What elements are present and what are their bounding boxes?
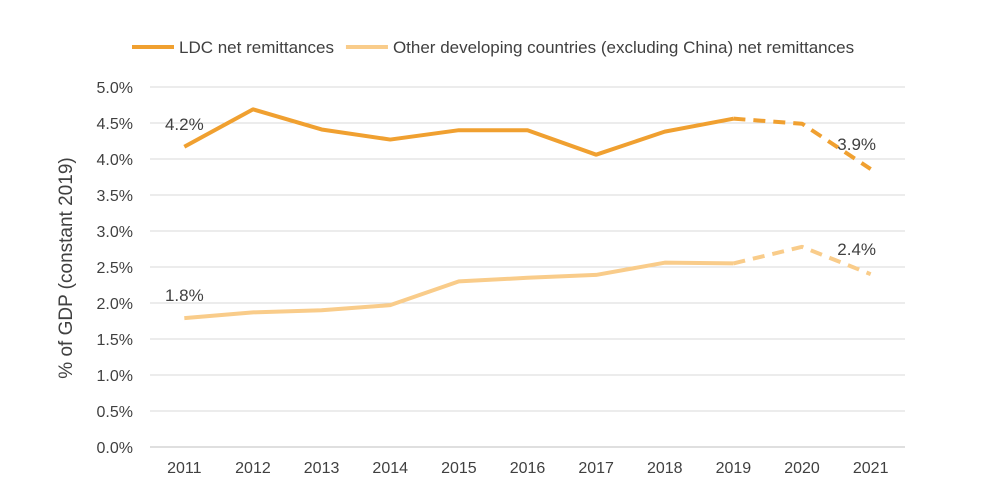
y-tick-label: 0.0% bbox=[97, 440, 133, 457]
series-line-projected-1 bbox=[732, 244, 872, 277]
legend-label: LDC net remittances bbox=[179, 38, 334, 57]
y-axis-label: % of GDP (constant 2019) bbox=[56, 157, 77, 378]
legend-label: Other developing countries (excluding Ch… bbox=[393, 38, 854, 57]
x-tick-label: 2013 bbox=[304, 460, 340, 477]
y-tick-label: 1.5% bbox=[97, 332, 133, 349]
x-tick-label: 2015 bbox=[441, 460, 477, 477]
data-label: 1.8% bbox=[165, 286, 204, 305]
y-tick-label: 4.0% bbox=[97, 152, 133, 169]
y-tick-label: 2.5% bbox=[97, 260, 133, 277]
data-labels: 4.2% 3.9% 1.8% 2.4% bbox=[165, 115, 876, 305]
y-tick-label: 4.5% bbox=[97, 116, 133, 133]
y-tick-label: 3.5% bbox=[97, 188, 133, 205]
data-label: 3.9% bbox=[837, 135, 876, 154]
series-line-actual-1 bbox=[184, 260, 734, 321]
x-tick-label: 2019 bbox=[716, 460, 752, 477]
y-tick-label: 3.0% bbox=[97, 224, 133, 241]
series-line-actual-0 bbox=[183, 107, 734, 157]
x-tick-label: 2018 bbox=[647, 460, 683, 477]
y-tick-label: 5.0% bbox=[97, 80, 133, 97]
x-tick-label: 2021 bbox=[853, 460, 889, 477]
x-tick-label: 2017 bbox=[578, 460, 614, 477]
x-tick-label: 2020 bbox=[784, 460, 820, 477]
y-tick-label: 1.0% bbox=[97, 368, 133, 385]
x-tick-label: 2011 bbox=[167, 460, 202, 477]
legend: LDC net remittances Other developing coun… bbox=[132, 38, 854, 57]
data-label: 2.4% bbox=[837, 240, 876, 259]
y-tick-label: 2.0% bbox=[97, 296, 133, 313]
data-label: 4.2% bbox=[165, 115, 204, 134]
series-line-projected-0 bbox=[733, 116, 872, 171]
series-lines bbox=[183, 107, 872, 321]
y-axis-ticks: 0.0% 0.5% 1.0% 1.5% 2.0% 2.5% 3.0% 3.5% 4.0% 4.5%… bbox=[97, 80, 133, 457]
y-tick-label: 0.5% bbox=[97, 404, 133, 421]
x-axis-ticks: 2011 2012 2013 2014 2015 2016 2017 2018 2019 2020… bbox=[167, 460, 888, 477]
x-tick-label: 2014 bbox=[372, 460, 408, 477]
x-tick-label: 2016 bbox=[510, 460, 546, 477]
gridlines bbox=[150, 86, 905, 448]
x-tick-label: 2012 bbox=[235, 460, 271, 477]
